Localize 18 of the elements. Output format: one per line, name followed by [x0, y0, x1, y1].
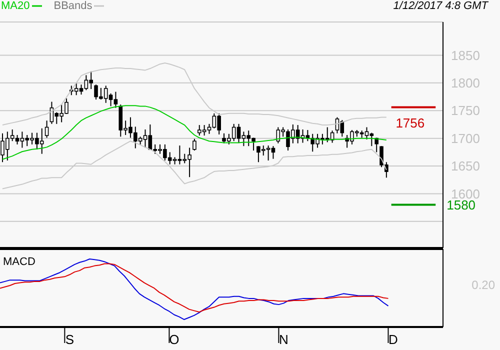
x-tick-label: S: [65, 332, 74, 347]
text: 1/12/2017 4:8 GMT: [393, 0, 488, 12]
candlestick: [44, 120, 49, 138]
text: 0.20: [472, 278, 495, 292]
line-series: [2, 105, 387, 160]
x-tick-label: O: [169, 332, 180, 347]
x-tick-label: N: [279, 332, 288, 347]
y-tick-label: 1800: [451, 76, 480, 91]
chart-title: MACD: [3, 256, 36, 268]
legend-label: BBands: [54, 0, 94, 12]
legend-label: MA20: [1, 0, 31, 12]
y-tick-label: 1650: [451, 158, 480, 174]
candlestick: [192, 138, 196, 152]
y-tick-label: 1850: [451, 48, 480, 63]
y-tick-label: 1700: [451, 130, 480, 146]
y-tick-label: 1750: [451, 103, 480, 118]
ref-line-label: 1756: [396, 116, 425, 131]
x-tick-label: D: [388, 332, 398, 347]
